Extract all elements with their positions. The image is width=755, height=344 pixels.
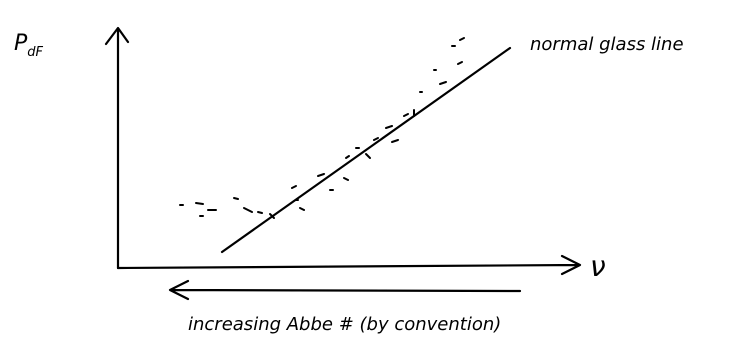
x-axis <box>118 256 580 274</box>
diagram: PdF ν normal glass line increasing Abbe … <box>0 0 755 344</box>
abbe-arrow <box>170 281 520 299</box>
y-axis <box>106 28 128 268</box>
y-axis-label: PdF <box>14 31 44 60</box>
x-axis-label: ν <box>590 250 606 283</box>
scatter-dots <box>180 38 464 218</box>
normal-glass-line <box>222 48 510 252</box>
line-label: normal glass line <box>530 34 684 55</box>
bottom-label: increasing Abbe # (by convention) <box>188 314 501 335</box>
